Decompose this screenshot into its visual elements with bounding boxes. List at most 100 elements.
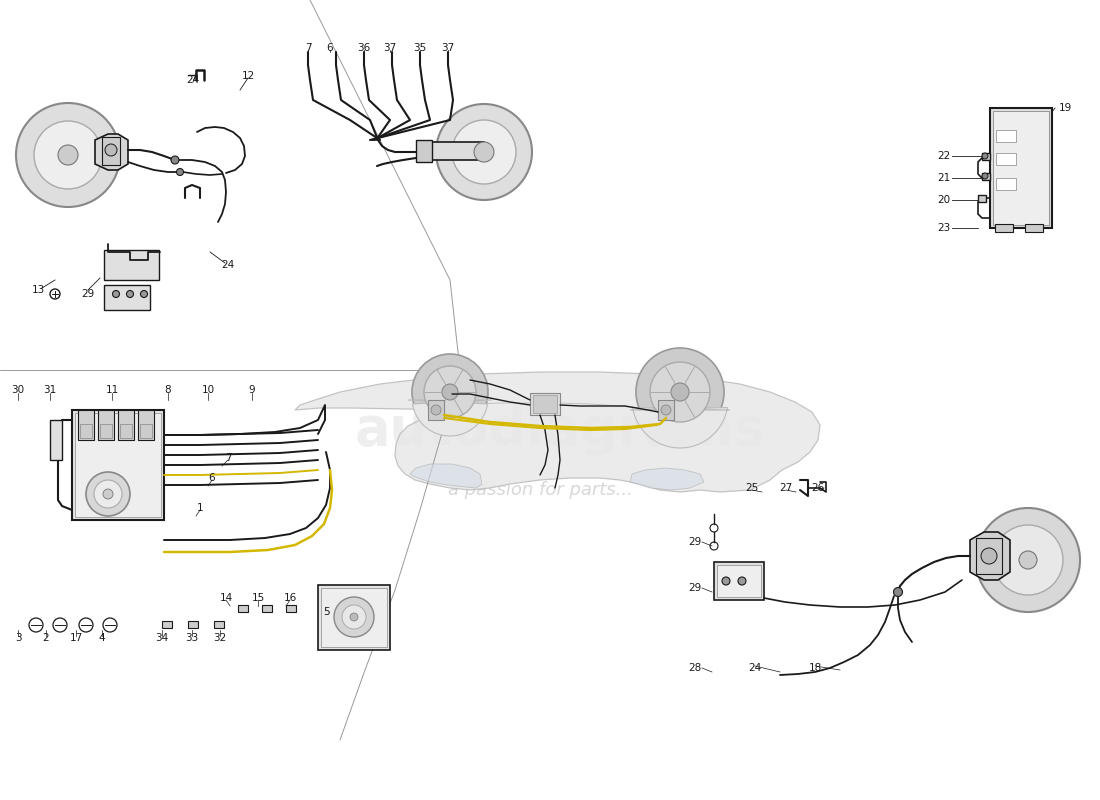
Text: 5: 5 [322,607,329,617]
Bar [104,285,150,310]
Text: 3: 3 [14,633,21,643]
Bar [50,420,62,460]
Text: 2: 2 [43,633,50,643]
Circle shape [126,290,133,298]
Bar [138,410,154,440]
Polygon shape [295,372,820,492]
Polygon shape [630,407,730,448]
Bar [100,424,112,438]
Text: 13: 13 [32,285,45,295]
Bar [321,588,387,647]
Text: 29: 29 [689,583,702,593]
Polygon shape [630,468,704,490]
Bar [162,621,172,628]
Circle shape [112,290,120,298]
Text: 32: 32 [213,633,227,643]
Text: 6: 6 [327,43,333,53]
Circle shape [636,348,724,436]
Text: 21: 21 [937,173,950,183]
Bar [1025,224,1043,232]
Text: 24: 24 [748,663,761,673]
Text: 36: 36 [358,43,371,53]
Circle shape [176,169,184,175]
Bar [238,605,248,612]
Bar [990,108,1052,228]
Bar [78,410,94,440]
Text: 22: 22 [937,151,950,161]
Circle shape [738,577,746,585]
Bar [993,111,1049,225]
Bar [714,562,764,600]
Circle shape [34,121,102,189]
Circle shape [1019,551,1037,569]
Circle shape [58,145,78,165]
Circle shape [976,508,1080,612]
Circle shape [94,480,122,508]
Text: 31: 31 [43,385,56,395]
Text: 1: 1 [197,503,204,513]
Text: 28: 28 [689,663,702,673]
Text: 7: 7 [224,453,231,463]
Text: 25: 25 [746,483,759,493]
Text: 27: 27 [780,483,793,493]
Polygon shape [410,464,482,488]
Text: 8: 8 [165,385,172,395]
Bar [428,400,444,420]
Bar [286,605,296,612]
Text: 12: 12 [241,71,254,81]
Circle shape [412,354,488,430]
Circle shape [104,144,117,156]
Text: 6: 6 [209,473,216,483]
Text: 26: 26 [812,483,825,493]
Circle shape [993,525,1063,595]
Circle shape [436,104,532,200]
Bar [717,565,761,597]
Text: 19: 19 [1058,103,1071,113]
Bar [978,195,986,202]
Bar [976,538,1002,574]
Circle shape [661,405,671,415]
Polygon shape [970,532,1010,580]
Text: 18: 18 [808,663,822,673]
Circle shape [141,290,147,298]
Text: a passion for parts...: a passion for parts... [448,481,632,499]
Bar [188,621,198,628]
Text: 24: 24 [186,75,199,85]
Bar [416,140,432,162]
Circle shape [424,366,476,418]
Bar [80,424,92,438]
Circle shape [334,597,374,637]
Circle shape [650,362,710,422]
Bar [104,250,160,280]
Bar [214,621,224,628]
Bar [75,413,161,517]
Text: 16: 16 [284,593,297,603]
Bar [432,142,484,160]
Circle shape [474,142,494,162]
Bar [982,153,990,160]
Text: 14: 14 [219,593,232,603]
Text: autodiagrams: autodiagrams [354,404,766,456]
Bar [98,410,114,440]
Bar [262,605,272,612]
Circle shape [16,103,120,207]
Bar [530,393,560,415]
Bar [996,130,1016,142]
Bar [120,424,132,438]
Circle shape [350,613,358,621]
Circle shape [170,156,179,164]
Circle shape [442,384,458,400]
Bar [318,585,390,650]
Bar [996,224,1013,232]
Polygon shape [95,134,128,170]
Text: 10: 10 [201,385,214,395]
Bar [996,153,1016,165]
Text: 11: 11 [106,385,119,395]
Text: 17: 17 [69,633,82,643]
Bar [658,400,674,420]
Bar [72,410,164,520]
Circle shape [982,153,988,159]
Text: 37: 37 [384,43,397,53]
Text: 15: 15 [252,593,265,603]
Circle shape [722,577,730,585]
